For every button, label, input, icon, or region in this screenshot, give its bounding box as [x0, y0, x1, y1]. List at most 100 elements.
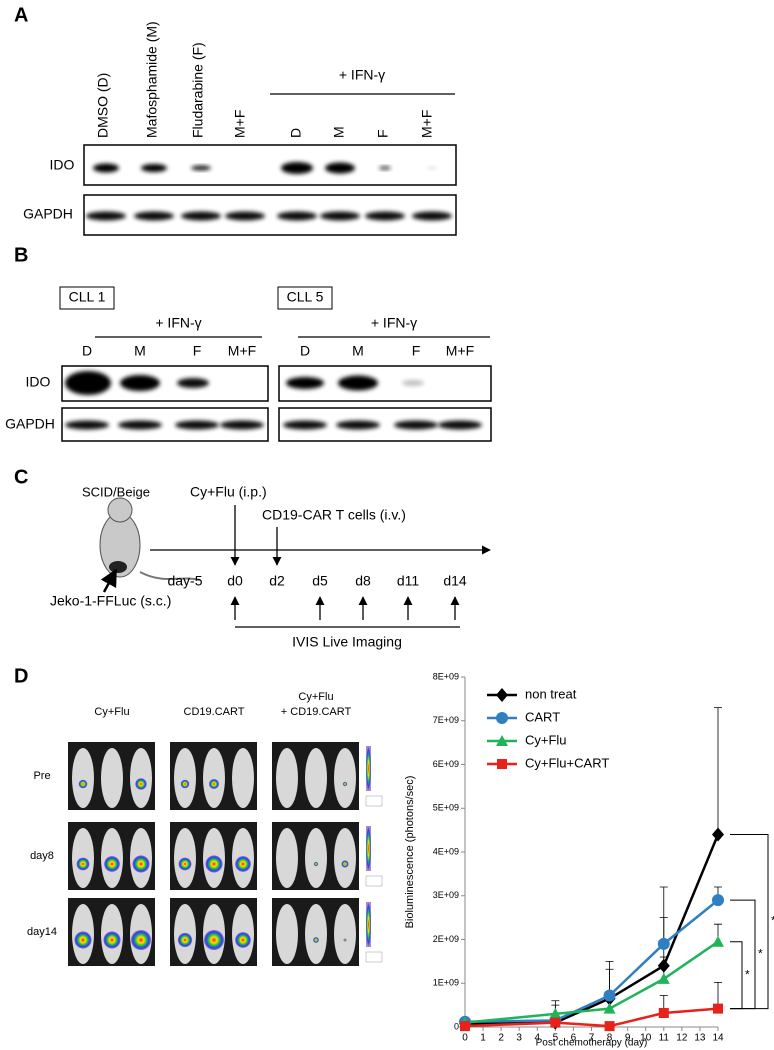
- mouse: [276, 904, 298, 964]
- legend-marker: [496, 688, 508, 702]
- blot-band: [325, 162, 355, 174]
- x-tick-label: 2: [498, 1033, 504, 1044]
- scale-bar: [366, 902, 371, 947]
- blot-band: [225, 211, 265, 221]
- x-tick-label: 10: [640, 1033, 652, 1044]
- arrow: [100, 568, 118, 593]
- row-label: GAPDH: [23, 206, 73, 222]
- y-tick-label: 1E+09: [433, 978, 459, 988]
- timepoint-label: day8: [30, 850, 54, 862]
- x-tick-label: 13: [694, 1033, 706, 1044]
- group-box: [59, 286, 115, 310]
- legend-label: Cy+Flu+CART: [525, 755, 609, 770]
- mouse: [334, 904, 356, 964]
- lane-label: M+F: [419, 110, 435, 138]
- error-bar: [659, 886, 668, 944]
- group-label: Cy+Flu: [94, 706, 129, 718]
- day-label: d11: [397, 573, 420, 589]
- x-tick-label: 12: [676, 1033, 688, 1044]
- treatment-label: + IFN-γ: [371, 315, 417, 331]
- marker: [604, 1021, 615, 1032]
- blot-band: [93, 163, 119, 173]
- scale-box: [365, 951, 383, 963]
- legend-label: Cy+Flu: [525, 732, 567, 747]
- day-label: d0: [227, 573, 243, 589]
- signal: [103, 931, 121, 949]
- lane-label: M+F: [232, 110, 248, 138]
- lane-label: D: [300, 343, 310, 359]
- blot-band: [428, 166, 436, 170]
- blot-band: [379, 166, 391, 170]
- x-tick-label: 7: [589, 1033, 595, 1044]
- lane-label: D: [288, 128, 304, 138]
- blot-band: [320, 211, 360, 221]
- blot-band: [438, 420, 482, 430]
- significance-mark: *: [758, 947, 763, 961]
- imaging-label: IVIS Live Imaging: [292, 634, 402, 650]
- x-tick-label: 8: [607, 1033, 613, 1044]
- mouse: [334, 748, 356, 808]
- significance-mark: *: [771, 914, 774, 928]
- signal: [76, 857, 90, 871]
- signal: [342, 781, 348, 787]
- series-line: [464, 834, 720, 1025]
- scale-box: [365, 795, 383, 807]
- mouse: [305, 748, 327, 808]
- marker: [550, 1017, 561, 1028]
- blot-band: [394, 420, 438, 430]
- signal: [235, 856, 251, 872]
- tumor: [109, 561, 127, 573]
- blot-band: [181, 211, 221, 221]
- mouse: [305, 828, 327, 888]
- scale-box: [365, 875, 383, 887]
- marker: [657, 972, 670, 984]
- mouse: [334, 828, 356, 888]
- x-tick-label: 6: [571, 1033, 577, 1044]
- x-tick-label: 4: [535, 1033, 541, 1044]
- x-tick-label: 11: [659, 1033, 670, 1044]
- x-tick-label: 9: [625, 1033, 631, 1044]
- day-label: d2: [269, 573, 285, 589]
- significance-mark: *: [745, 967, 750, 981]
- day-label: day-5: [167, 573, 202, 589]
- blot-band: [191, 165, 211, 171]
- blot-band: [281, 162, 313, 174]
- blot-band: [141, 164, 167, 172]
- blot-band: [402, 380, 424, 386]
- blot: [278, 365, 492, 402]
- signal: [132, 855, 150, 873]
- signal: [178, 857, 192, 871]
- blot-band: [120, 375, 160, 391]
- treatment-label: Cy+Flu (i.p.): [190, 484, 267, 500]
- lane-label: M: [331, 126, 347, 138]
- signal: [204, 930, 224, 950]
- signal: [235, 932, 251, 948]
- mouse: [72, 748, 94, 808]
- blot-band: [365, 211, 405, 221]
- mouse: [232, 748, 254, 808]
- group-label: CLL 1: [69, 289, 106, 305]
- legend-marker: [496, 735, 508, 746]
- lane-label: F: [193, 343, 202, 359]
- marker: [603, 1002, 616, 1014]
- lane-label: M+F: [228, 343, 256, 359]
- day-label: d14: [443, 573, 467, 589]
- x-tick-label: 0: [462, 1033, 468, 1044]
- marker: [603, 989, 616, 1002]
- marker: [712, 935, 724, 947]
- significance-bracket: [730, 834, 769, 1010]
- x-tick-label: 1: [480, 1033, 486, 1044]
- mouse: [276, 828, 298, 888]
- lane-label: Fludarabine (F): [190, 42, 206, 138]
- legend-marker: [497, 759, 507, 769]
- y-tick-label: 4E+09: [433, 846, 459, 856]
- y-tick-label: 5E+09: [433, 803, 459, 813]
- timepoint-label: Pre: [33, 770, 50, 782]
- row-label: IDO: [50, 157, 75, 173]
- y-tick-label: 6E+09: [433, 759, 459, 769]
- blot-band: [175, 420, 219, 430]
- signal: [180, 779, 190, 789]
- x-tick-label: 3: [516, 1033, 522, 1044]
- signal: [135, 778, 147, 790]
- mouse: [174, 748, 196, 808]
